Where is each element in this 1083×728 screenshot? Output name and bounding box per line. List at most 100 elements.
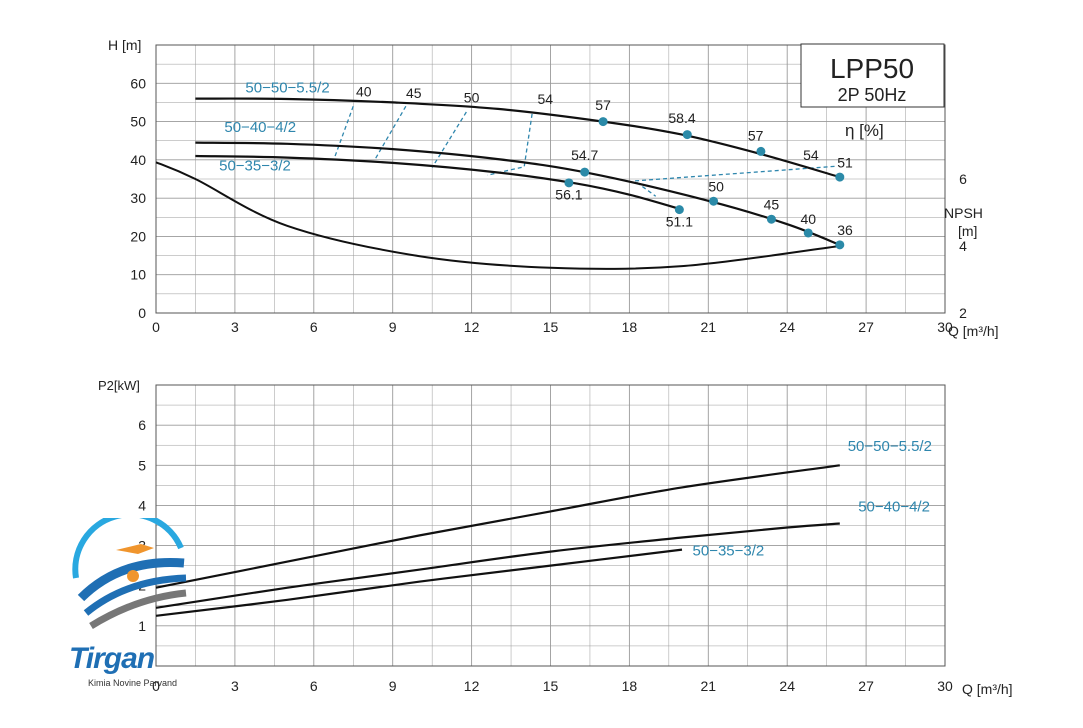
npsh-unit-label: [m]: [958, 223, 977, 239]
series-label: 50−40−4/2: [224, 119, 296, 136]
npsh-tick-label: 6: [959, 171, 967, 187]
x-tick-label: 21: [701, 678, 717, 694]
x-tick-label: 12: [464, 678, 480, 694]
efficiency-point: [580, 167, 590, 177]
x-tick-label: 30: [937, 678, 953, 694]
efficiency-point-label: 57: [748, 128, 764, 144]
efficiency-point-label: 58.4: [668, 110, 695, 126]
x-tick-label: 24: [779, 678, 795, 694]
x-tick-label: 6: [310, 678, 318, 694]
x-tick-label: 0: [152, 678, 160, 694]
x-tick-label: 18: [622, 319, 638, 335]
y-tick-label: 0: [138, 305, 146, 321]
x-axis-label: Q [m³/h]: [948, 323, 999, 339]
isoline-label: 50: [464, 89, 480, 105]
y-tick-label: 1: [138, 618, 146, 634]
power-chart: 036912151821242730123456P2[kW]Q [m³/h]50…: [98, 378, 1013, 697]
efficiency-isoline: [334, 106, 354, 158]
logo-tagline: Kimia Novine Parvand: [88, 678, 178, 688]
npsh-tick-label: 4: [959, 238, 967, 254]
y-tick-label: 30: [130, 190, 146, 206]
x-tick-label: 21: [701, 319, 717, 335]
efficiency-point-label: 51.1: [666, 213, 693, 229]
efficiency-isoline: [632, 165, 835, 197]
efficiency-point-label: 40: [800, 211, 816, 227]
efficiency-point-label: 57: [595, 97, 611, 113]
series-label: 50−35−3/2: [693, 543, 765, 560]
x-tick-label: 6: [310, 319, 318, 335]
y-tick-label: 40: [130, 152, 146, 168]
head-curve: [195, 154, 683, 211]
head-curve: [195, 97, 841, 179]
y-axis-label: P2[kW]: [98, 378, 140, 393]
chart-subtitle: 2P 50Hz: [838, 85, 907, 105]
y-axis-label: H [m]: [108, 37, 141, 53]
series-label: 50−40−4/2: [858, 498, 930, 515]
x-tick-label: 9: [389, 319, 397, 335]
x-tick-label: 15: [543, 678, 559, 694]
series-label: 50−50−5.5/2: [848, 438, 932, 455]
y-tick-label: 4: [138, 497, 146, 513]
efficiency-point-label: 54.7: [571, 147, 598, 163]
efficiency-point: [835, 172, 845, 182]
efficiency-point: [803, 228, 813, 238]
title-box: [800, 43, 945, 108]
npsh-axis-label: NPSH: [944, 205, 983, 221]
chart-title: LPP50: [830, 53, 914, 84]
x-axis-label: Q [m³/h]: [962, 681, 1013, 697]
x-tick-label: 30: [937, 319, 953, 335]
isoline-label: 54: [537, 91, 553, 107]
x-tick-label: 24: [779, 319, 795, 335]
power-curve: [155, 522, 840, 609]
power-curve: [155, 464, 840, 589]
x-tick-label: 18: [622, 678, 638, 694]
x-tick-label: 27: [858, 319, 874, 335]
series-label: 50−35−3/2: [219, 158, 291, 175]
x-tick-label: 12: [464, 319, 480, 335]
x-tick-label: 9: [389, 678, 397, 694]
efficiency-point-label: 45: [764, 197, 780, 213]
y-tick-label: 20: [130, 228, 146, 244]
plot-frame: [155, 384, 946, 667]
isoline-label: 54: [803, 147, 819, 163]
y-tick-label: 50: [130, 114, 146, 130]
x-tick-label: 3: [231, 678, 239, 694]
efficiency-point: [756, 146, 766, 156]
efficiency-point: [709, 196, 719, 206]
efficiency-point-label: 51: [837, 155, 853, 171]
efficiency-point: [564, 178, 574, 188]
y-tick-label: 6: [138, 417, 146, 433]
efficiency-point-label: 36: [837, 222, 853, 238]
isoline-label: 40: [356, 83, 372, 99]
plot-frame: [155, 44, 946, 314]
efficiency-point: [682, 130, 692, 140]
efficiency-isoline: [487, 113, 533, 176]
efficiency-isoline: [431, 111, 467, 168]
efficiency-point: [598, 117, 608, 127]
npsh-curve: [155, 161, 840, 270]
efficiency-point: [835, 240, 845, 250]
npsh-tick-label: 2: [959, 305, 967, 321]
y-tick-label: 10: [130, 267, 146, 283]
x-tick-label: 3: [231, 319, 239, 335]
logo-wordmark: Tirgan: [69, 642, 155, 675]
x-tick-label: 27: [858, 678, 874, 694]
logo-emblem-icon: [72, 511, 187, 629]
isoline-label: 45: [406, 85, 422, 101]
tirgan-logo: Tirgan Kimia Novine Parvand: [66, 511, 196, 698]
power-curve: [155, 548, 683, 617]
efficiency-point: [766, 214, 776, 224]
efficiency-isoline: [373, 105, 407, 161]
efficiency-point: [674, 205, 684, 215]
head-curve: [195, 141, 841, 246]
y-tick-label: 60: [130, 75, 146, 91]
efficiency-point-label: 50: [708, 178, 724, 194]
series-label: 50−50−5.5/2: [245, 79, 329, 96]
x-tick-label: 0: [152, 319, 160, 335]
y-tick-label: 5: [138, 457, 146, 473]
efficiency-axis-label: η [%]: [845, 121, 884, 140]
efficiency-point-label: 56.1: [555, 187, 582, 203]
